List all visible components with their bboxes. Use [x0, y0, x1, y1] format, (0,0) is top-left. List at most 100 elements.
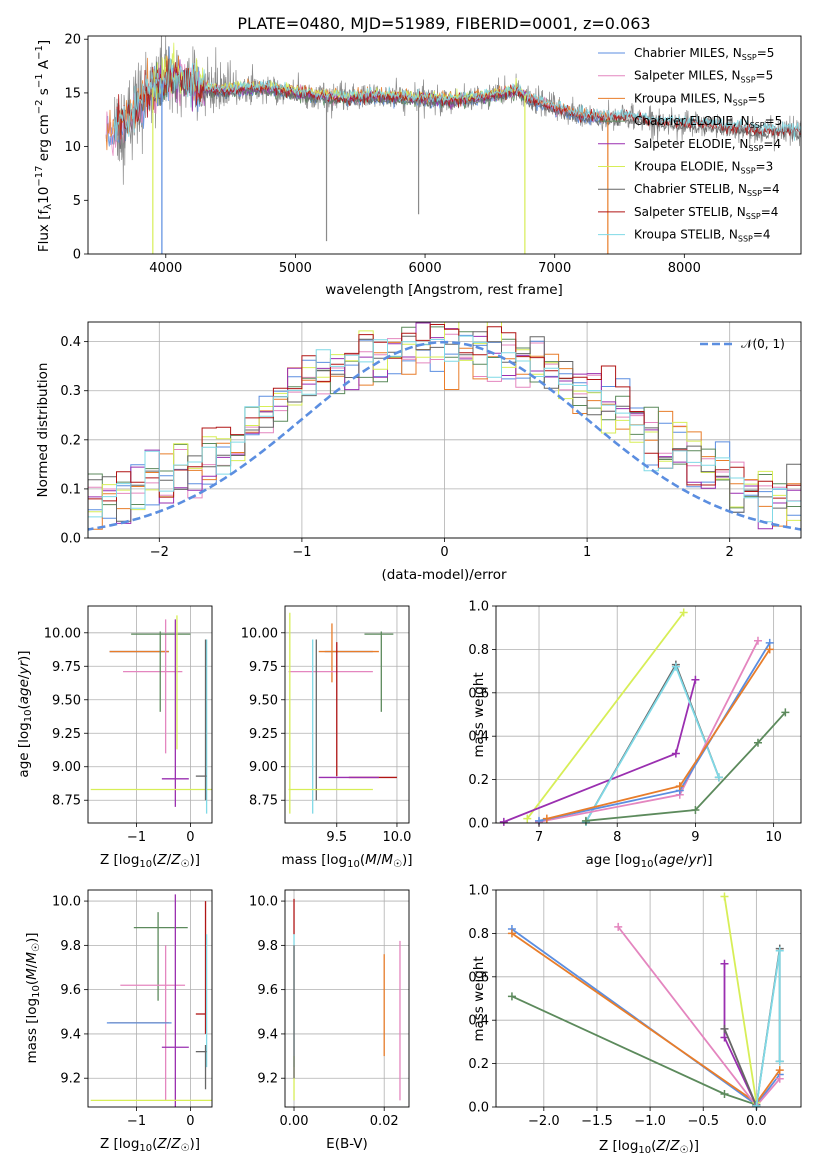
spectrum-xtick-label: 7000 — [538, 261, 571, 276]
weight_vs_Z-xtick-label: −0.5 — [687, 1114, 719, 1129]
weight_vs_Z-marker — [720, 892, 729, 901]
legend-eq: =4 — [763, 137, 781, 151]
weight_vs_age-xtick-label: 10 — [765, 830, 782, 845]
massZ-ylabel: mass [log10(M/M☉)] — [24, 932, 42, 1063]
weight_vs_Z-xtick-label: −2.0 — [528, 1114, 560, 1129]
legend-eq: =5 — [748, 91, 766, 105]
spectrum-legend-label: Kroupa ELODIE, NSSP=3 — [634, 160, 773, 176]
weight_vs_age-line — [526, 611, 685, 820]
weight_vs_Z-ytick-label: 0.2 — [468, 1057, 489, 1072]
weight_vs_age-marker — [523, 814, 532, 823]
weight_vs_age-marker — [714, 773, 723, 782]
age_vs_mass-ytick-label: 8.75 — [249, 794, 278, 809]
weight_vs_Z-axes — [496, 889, 801, 1108]
ageMass-xlabel: mass [log10(M/M☉)] — [281, 852, 412, 870]
ageZ-ylabel: age [log10(age/yr)] — [16, 650, 34, 777]
weight_vs_age-marker — [542, 814, 551, 823]
weight_vs_age-line — [503, 679, 697, 823]
residuals-ylabel: Normed distribution — [35, 363, 51, 498]
spectrum-legend-label: Salpeter MILES, NSSP=5 — [634, 69, 773, 85]
age_vs_Z-ytick-label: 9.00 — [52, 760, 81, 775]
spectrum-legend-label: Salpeter ELODIE, NSSP=4 — [634, 137, 781, 153]
weight_vs_Z-xtick-label: −1.5 — [581, 1114, 613, 1129]
residuals-ytick-label: 0.4 — [60, 335, 81, 350]
spectrum-xlabel: wavelength [Angstrom, rest frame] — [325, 282, 563, 298]
age_vs_Z-xtick-label: 0 — [186, 830, 194, 845]
plot-data — [88, 36, 801, 1110]
residuals-xtick-label: 1 — [583, 545, 591, 560]
weight_vs_age-marker — [753, 738, 762, 747]
age_vs_mass-frame — [284, 605, 410, 824]
age_vs_Z-xtick-label: −1 — [127, 830, 146, 845]
legend-sub: SSP — [738, 235, 753, 244]
mass_vs_Z-axes — [88, 890, 212, 1107]
spectrum-legend-label: Chabrier STELIB, NSSP=4 — [634, 182, 780, 198]
age_vs_mass-xtick-label: 9.5 — [326, 830, 347, 845]
spectrum-ytick-label: 20 — [64, 33, 81, 48]
weight_vs_Z-marker — [775, 1057, 784, 1066]
weight_vs_age-marker — [675, 782, 684, 791]
weightAge-xlabel: age [log10(age/yr)] — [585, 852, 712, 870]
weight_vs_Z-ytick-label: 1.0 — [468, 884, 489, 899]
weight_vs_Z-line — [723, 896, 758, 1103]
weight_vs_Z-ytick-label: 0.8 — [468, 927, 489, 942]
age_vs_Z-ytick-label: 9.50 — [52, 693, 81, 708]
weight_vs_age-marker — [499, 817, 508, 826]
mass_vs_Z-frame — [87, 889, 213, 1108]
mass_vs_EBV-errorbars — [293, 898, 401, 1101]
legend-eq: =3 — [756, 160, 774, 174]
weight_vs_Z-marker — [775, 1074, 784, 1083]
mass_vs_EBV-ytick-label: 10.0 — [249, 895, 278, 910]
spectrum-legend-label: Chabrier MILES, NSSP=5 — [634, 46, 774, 62]
residuals-xlabel: (data-model)/error — [381, 567, 507, 583]
weight_vs_age-line — [585, 664, 720, 823]
weight_vs_Z-marker — [507, 929, 516, 938]
weight_vs_age-ytick-label: 1.0 — [468, 600, 489, 615]
mass_vs_Z-ytick-label: 10.0 — [52, 895, 81, 910]
weight_vs_age-ytick-label: 0.2 — [468, 773, 489, 788]
weight_vs_age-marker — [781, 708, 790, 717]
mass_vs_EBV-axes — [285, 890, 409, 1107]
weight_vs_age-ytick-label: 0.8 — [468, 643, 489, 658]
residuals-ytick-label: 0.1 — [60, 482, 81, 497]
weight_vs_Z-marker — [720, 1024, 729, 1033]
residuals-xtick-label: 2 — [726, 545, 734, 560]
weight_vs_age-ytick-label: 0.0 — [468, 817, 489, 832]
weight_vs_age-marker — [581, 816, 590, 825]
age_vs_mass-errorbars — [288, 612, 397, 814]
spectrum-xtick-label: 6000 — [409, 261, 442, 276]
age_vs_Z-ytick-label: 8.75 — [52, 794, 81, 809]
weight_vs_age-line — [585, 662, 720, 823]
weight_vs_age-series — [499, 608, 790, 826]
legend-sub: SSP — [742, 53, 757, 62]
spectrum-model-kroupa-stelib — [113, 58, 801, 142]
spectrum-ylabel: Flux [fλ10−17 erg cm−2 s−1 A−1] — [34, 40, 54, 252]
age_vs_mass-ytick-label: 9.00 — [249, 760, 278, 775]
weight_vs_Z-marker — [775, 1066, 784, 1075]
weight_vs_Z-ytick-label: 0.4 — [468, 1014, 489, 1029]
mass_vs_Z-xtick-label: 0 — [186, 1114, 194, 1129]
spectrum-xtick-label: 5000 — [279, 261, 312, 276]
age_vs_mass-ytick-label: 9.50 — [249, 693, 278, 708]
weight_vs_Z-marker — [507, 992, 516, 1001]
mass_vs_EBV-ytick-label: 9.8 — [257, 939, 278, 954]
age_vs_mass-xtick-label: 10.0 — [382, 830, 411, 845]
weight_vs_Z-marker — [720, 1089, 729, 1098]
age_vs_mass-ytick-label: 9.75 — [249, 660, 278, 675]
weight_vs_Z-series — [507, 892, 784, 1110]
weight_vs_age-ytick-label: 0.6 — [468, 686, 489, 701]
weightAge-ylabel: mass weight — [471, 672, 487, 757]
residuals-hist-kroupa-stelib — [88, 335, 801, 538]
mass_vs_EBV-ytick-label: 9.2 — [257, 1072, 278, 1087]
legend-sub: SSP — [748, 144, 763, 153]
weight_vs_age-line — [546, 648, 771, 820]
spectrum-legend-label: Kroupa MILES, NSSP=5 — [634, 91, 765, 107]
residuals-legend-label: 𝒩(0, 1) — [741, 337, 785, 351]
mass_vs_Z-ytick-label: 9.8 — [60, 939, 81, 954]
weight_vs_age-frame — [495, 605, 802, 824]
weight_vs_age-xtick-label: 7 — [535, 830, 543, 845]
massEBV-xlabel: E(B-V) — [326, 1136, 368, 1152]
spectrum-ytick-label: 15 — [64, 86, 81, 101]
